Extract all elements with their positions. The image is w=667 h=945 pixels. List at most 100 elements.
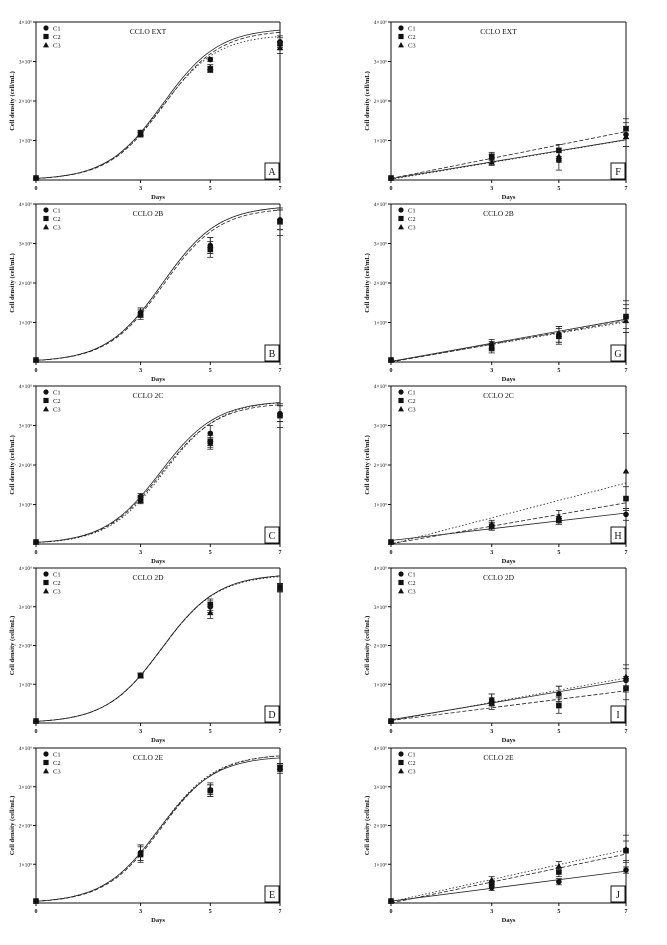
legend-label: C2 (53, 34, 61, 41)
x-axis-label: Days (502, 558, 516, 565)
data-point-c3 (387, 356, 395, 363)
legend-label: C1 (53, 207, 61, 214)
x-axis-label: Days (502, 194, 516, 201)
y-axis-label: Cell density (cell/mL) (9, 71, 16, 131)
data-point-c3 (207, 785, 214, 792)
y-tick-label: 1×10⁶ (19, 682, 32, 688)
y-tick-label: 4×10⁶ (19, 566, 32, 572)
x-tick-label: 3 (490, 550, 493, 556)
panel-letter: I (616, 710, 619, 721)
data-point-c1 (207, 430, 214, 437)
panel-letter: J (616, 890, 620, 901)
legend-label: C3 (408, 768, 416, 775)
x-tick-label: 3 (139, 368, 142, 374)
y-tick-label: 2×10⁶ (374, 281, 387, 287)
legend-marker (398, 571, 404, 577)
legend-marker (398, 25, 404, 31)
panel-title: CCLO 2D (132, 573, 164, 582)
data-point-c3 (387, 897, 395, 904)
x-tick-label: 7 (279, 729, 282, 735)
panel-f: 1×10⁶ 2×10⁶ 3×10⁶ 4×10⁶ 0 3 5 7 Days Cell density… (364, 20, 630, 201)
legend-label: C1 (408, 751, 416, 758)
data-point-c3 (32, 538, 40, 545)
panel-letter: D (268, 710, 275, 721)
legend-marker (398, 768, 404, 774)
fit-curve-c3 (35, 36, 281, 179)
fit-curve-c3 (390, 849, 627, 902)
y-tick-label: 1×10⁶ (374, 503, 387, 509)
y-tick-label: 4×10⁶ (374, 566, 387, 572)
legend-marker (398, 224, 404, 230)
legend-marker (43, 215, 49, 222)
panel-letter: C (269, 531, 276, 542)
panel-title: CCLO EXT (130, 27, 167, 36)
data-point-c1 (623, 867, 629, 873)
data-point-c3 (32, 717, 40, 724)
data-point-c1 (623, 511, 629, 518)
x-tick-label: 7 (279, 909, 282, 915)
legend-label: C2 (53, 398, 61, 405)
x-tick-label: 5 (209, 909, 212, 915)
legend-label: C2 (53, 760, 61, 767)
y-tick-label: 1×10⁶ (374, 862, 387, 868)
legend-marker (43, 759, 49, 766)
x-tick-label: 3 (490, 909, 493, 915)
panel-letter-box (264, 705, 280, 723)
fit-curve-c3 (35, 576, 281, 722)
legend-label: C2 (408, 398, 416, 405)
legend-marker (398, 215, 404, 222)
legend-marker (43, 751, 49, 757)
legend-marker (43, 406, 49, 412)
legend-marker (398, 207, 404, 213)
y-tick-label: 2×10⁶ (19, 99, 32, 105)
y-tick-label: 4×10⁶ (374, 384, 387, 390)
y-axis-label: Cell density (cell/mL) (364, 253, 371, 313)
x-tick-label: 0 (390, 729, 393, 735)
legend-label: C1 (53, 751, 61, 758)
legend-marker (43, 33, 49, 40)
legend-marker (398, 389, 404, 395)
data-point-c1 (556, 878, 562, 885)
x-tick-label: 3 (139, 186, 142, 192)
data-point-c3 (488, 696, 495, 703)
x-tick-label: 5 (209, 550, 212, 556)
data-point-c3 (32, 356, 40, 363)
x-tick-label: 0 (390, 909, 393, 915)
data-point-c3 (276, 216, 284, 223)
x-tick-label: 5 (557, 550, 560, 556)
panel-e: 1×10⁶ 2×10⁶ 3×10⁶ 4×10⁶ 0 3 5 7 Days Cell density… (9, 746, 284, 924)
panel-letter: E (269, 890, 275, 901)
legend-label: C3 (53, 768, 61, 775)
x-tick-label: 3 (139, 729, 142, 735)
y-tick-label: 3×10⁶ (374, 605, 387, 611)
fit-curve-c3 (35, 207, 281, 361)
data-point-c3 (137, 497, 144, 504)
fit-curve-c3 (390, 139, 627, 180)
data-point-c3 (276, 764, 284, 770)
legend-label: C3 (408, 42, 416, 49)
x-tick-label: 7 (625, 550, 628, 556)
data-point-c3 (488, 521, 495, 527)
panel-title: CCLO 2D (483, 573, 515, 582)
data-point-c3 (207, 242, 214, 249)
y-axis-label: Cell density (cell/mL) (364, 71, 371, 131)
y-tick-label: 3×10⁶ (19, 424, 32, 430)
fit-curve-c1 (35, 402, 281, 543)
x-axis-label: Days (151, 917, 165, 924)
panel-letter: F (615, 167, 621, 178)
y-tick-label: 1×10⁶ (374, 682, 387, 688)
x-tick-label: 5 (557, 368, 560, 374)
fit-curve-c2 (390, 502, 627, 545)
legend-marker (398, 588, 404, 594)
y-tick-label: 2×10⁶ (374, 644, 387, 650)
data-point-c3 (137, 309, 144, 316)
legend-label: C1 (53, 389, 61, 396)
x-tick-label: 5 (557, 909, 560, 915)
data-point-c3 (276, 44, 284, 51)
data-point-c3 (207, 609, 214, 616)
panel-letter-box (610, 705, 626, 723)
y-tick-label: 4×10⁶ (374, 202, 387, 208)
x-tick-label: 3 (490, 368, 493, 374)
data-point-c3 (555, 862, 563, 869)
fit-curve-c2 (35, 755, 281, 902)
